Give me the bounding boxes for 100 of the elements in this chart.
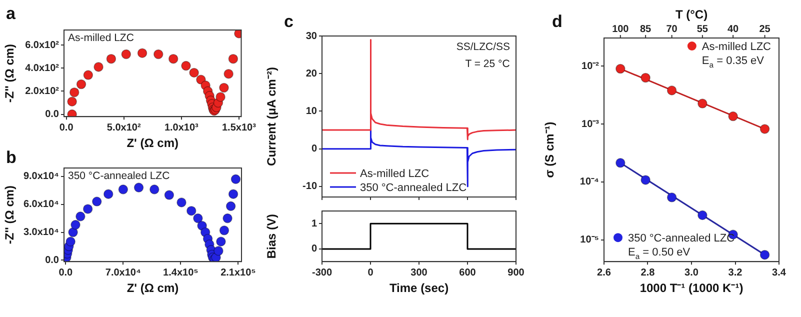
- point: [224, 68, 234, 79]
- point: [666, 192, 677, 202]
- x-tick-label: 1.0x10³: [164, 122, 200, 134]
- point: [193, 213, 203, 224]
- point: [106, 54, 116, 64]
- x-tick-label: 0: [368, 267, 374, 278]
- point: [216, 236, 226, 246]
- point: [189, 68, 199, 78]
- point: [228, 189, 238, 199]
- y-tick-label: 2.0x10²: [25, 86, 60, 97]
- point: [226, 201, 236, 212]
- point: [94, 62, 104, 72]
- point: [186, 206, 196, 216]
- point: [121, 49, 132, 60]
- point: [83, 70, 94, 80]
- point: [134, 182, 144, 192]
- y-tick-label: 10⁻⁴: [580, 176, 600, 188]
- x-tick-label: 7.0x10⁴: [105, 267, 141, 278]
- x-tick-label: 3.2: [728, 267, 743, 278]
- y-axis-title: Current (μA cm⁻²): [264, 67, 279, 166]
- legend-label: As-milled LZC: [360, 168, 430, 180]
- x-tick-label: 300: [410, 267, 428, 278]
- text: 85: [640, 24, 652, 35]
- x-tick-label: 5.0x10²: [106, 122, 142, 134]
- y-tick-label: 10⁻²: [582, 60, 600, 72]
- point: [228, 54, 238, 64]
- y-tick-label: 0: [311, 244, 318, 255]
- point: [149, 184, 160, 194]
- x-tick-label: 3.4: [772, 267, 786, 278]
- x-axis-title: Z' (Ω cm): [126, 281, 179, 296]
- x-axis-title: Z' (Ω cm): [126, 136, 179, 150]
- point: [640, 175, 650, 185]
- point: [214, 246, 224, 256]
- x-tick-label: 900: [508, 267, 525, 278]
- x-tick-label: 1.5x10³: [222, 122, 257, 134]
- point: [176, 198, 186, 208]
- legend-label: 350 °C-annealed LZC: [628, 232, 735, 245]
- y-axis-title: Bias (V): [264, 214, 279, 259]
- point: [76, 79, 86, 90]
- x-tick-label: 1.4x10⁵: [163, 267, 199, 278]
- x-tick-label: -300: [312, 267, 332, 278]
- point: [181, 60, 191, 71]
- y-tick-label: -10: [302, 181, 318, 192]
- chart-title: d: [552, 12, 562, 32]
- text: 70: [666, 24, 678, 35]
- annotation: As-milled LZC: [68, 32, 134, 44]
- text: 100: [612, 24, 630, 35]
- point: [216, 92, 226, 102]
- point: [67, 96, 77, 106]
- x-tick-label: 3.0: [684, 267, 699, 278]
- point: [76, 212, 86, 222]
- point: [616, 158, 626, 168]
- x-tick-label: 2.1x10⁵: [220, 267, 256, 278]
- point: [640, 72, 650, 83]
- point: [219, 82, 229, 93]
- x-tick-label: 2.6: [597, 267, 612, 278]
- x-tick-label: 0.0: [58, 267, 74, 278]
- y-tick-label: 0.0: [45, 109, 60, 120]
- point: [103, 189, 114, 199]
- point: [168, 54, 178, 64]
- point: [698, 98, 708, 108]
- point: [92, 196, 102, 206]
- point: [760, 250, 770, 260]
- point: [67, 109, 77, 117]
- chart-title: a: [6, 4, 16, 24]
- x-tick-label: 0.0: [59, 122, 74, 134]
- legend-label: As-milled LZC: [702, 41, 772, 53]
- y-tick-label: 1: [311, 218, 318, 230]
- y-axis-title: σ (S cm⁻¹): [542, 122, 557, 178]
- text: 25: [759, 24, 771, 35]
- y-tick-label: 0: [311, 144, 318, 155]
- point: [70, 220, 80, 230]
- text: T (°C): [675, 7, 708, 22]
- y-axis-title: -Z'' (Ω cm): [2, 44, 17, 103]
- x-axis-title: Time (sec): [389, 281, 449, 296]
- point: [69, 87, 80, 98]
- point: [137, 48, 148, 58]
- y-tick-label: 6.0x10⁴: [23, 199, 60, 210]
- legend-label: 350 °C-annealed LZC: [360, 182, 467, 194]
- y-tick-label: 20: [306, 68, 318, 80]
- chart-title: c: [284, 12, 294, 32]
- annotation: T = 25 °C: [465, 58, 510, 70]
- y-tick-label: 6.0x10²: [25, 40, 60, 51]
- y-axis-title: -Z'' (Ω cm): [2, 185, 17, 244]
- point: [222, 213, 232, 224]
- point: [219, 226, 230, 236]
- y-tick-label: 0.0: [45, 254, 60, 266]
- point: [698, 210, 708, 220]
- point: [164, 190, 174, 200]
- point: [153, 49, 164, 60]
- point: [728, 111, 738, 122]
- x-axis-title: 1000 T⁻¹ (1000 K⁻¹): [640, 281, 744, 296]
- y-tick-label: 10: [306, 106, 318, 117]
- y-tick-label: 9.0x10⁴: [23, 171, 60, 182]
- y-tick-label: 4.0x10²: [25, 62, 60, 74]
- text: 55: [696, 24, 708, 35]
- y-tick-label: 10⁻⁵: [580, 234, 600, 246]
- x-tick-label: 2.8: [640, 267, 656, 278]
- y-tick-label: 3.0x10⁴: [23, 227, 60, 238]
- chart-title: b: [6, 148, 16, 168]
